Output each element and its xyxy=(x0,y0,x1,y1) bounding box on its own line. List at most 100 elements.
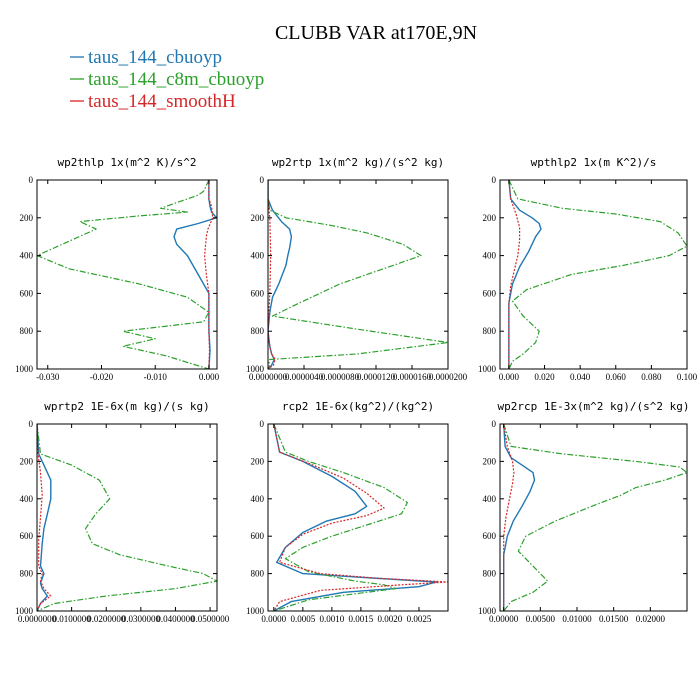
legend-label-cbuoyp: taus_144_cbuoyp xyxy=(88,47,222,68)
y-tick-label: 0 xyxy=(492,175,497,185)
x-tick-label: 0.0000080 xyxy=(321,372,360,382)
series-line-smoothh xyxy=(273,424,448,611)
y-tick-label: 800 xyxy=(483,569,497,579)
panel-title: wpthlp2 1x(m K^2)/s xyxy=(531,156,657,169)
y-tick-label: 600 xyxy=(251,288,265,298)
y-tick-label: 600 xyxy=(483,288,497,298)
y-tick-label: 1000 xyxy=(246,606,265,616)
x-tick-label: 0.060 xyxy=(606,372,627,382)
legend-label-c8m-cbuoyp: taus_144_c8m_cbuoyp xyxy=(88,69,264,90)
y-tick-label: 200 xyxy=(20,213,34,223)
series-line-c8m-cbuoyp xyxy=(273,424,408,611)
legend-label-smoothh: taus_144_smoothH xyxy=(88,91,236,112)
series-line-cbuoyp xyxy=(37,424,52,611)
x-tick-label: 0.00000 xyxy=(489,614,519,624)
series-line-cbuoyp xyxy=(173,180,217,369)
series-line-c8m-cbuoyp xyxy=(268,180,448,369)
x-tick-label: 0.100 xyxy=(677,372,698,382)
y-tick-label: 200 xyxy=(20,456,34,466)
axes-frame xyxy=(499,179,688,370)
y-tick-label: 200 xyxy=(483,213,497,223)
series-line-smoothh xyxy=(508,180,521,369)
y-tick-label: 400 xyxy=(20,251,34,261)
panel-3: wpthlp2 1x(m K^2)/s 0 200 400 600 800 10000.00… xyxy=(478,156,698,382)
figure-title: CLUBB VAR at170E,9N xyxy=(275,22,477,44)
x-tick-label: -0.020 xyxy=(90,372,114,382)
y-tick-label: 1000 xyxy=(15,364,34,374)
series-line-c8m-cbuoyp xyxy=(508,180,687,369)
series-line-smoothh xyxy=(204,180,214,369)
y-tick-label: 1000 xyxy=(478,364,497,374)
y-tick-label: 0 xyxy=(492,419,497,429)
x-tick-label: 0.0200000 xyxy=(87,614,126,624)
y-tick-label: 1000 xyxy=(15,606,34,616)
series-line-c8m-cbuoyp xyxy=(37,180,210,369)
y-tick-label: 600 xyxy=(20,531,34,541)
y-tick-label: 1000 xyxy=(478,606,497,616)
y-tick-label: 800 xyxy=(251,326,265,336)
axes-frame xyxy=(267,179,449,370)
series-line-cbuoyp xyxy=(268,180,293,369)
legend-entry-cbuoyp: taus_144_cbuoyp xyxy=(70,47,222,68)
series-group xyxy=(37,424,217,611)
series-line-c8m-cbuoyp xyxy=(37,424,217,611)
x-tick-label: -0.030 xyxy=(36,372,60,382)
series-line-c8m-cbuoyp xyxy=(503,424,687,611)
y-tick-label: 0 xyxy=(260,175,265,185)
panel-2: wp2rtp 1x(m^2 kg)/(s^2 kg) 0 200 400 600 800 1… xyxy=(246,156,468,382)
x-tick-label: 0.0100000 xyxy=(52,614,91,624)
y-tick-label: 1000 xyxy=(246,364,265,374)
panel-title: rcp2 1E-6x(kg^2)/(kg^2) xyxy=(282,400,434,413)
series-group xyxy=(37,180,217,369)
panel-5: rcp2 1E-6x(kg^2)/(kg^2) 0 200 400 600 800 1000… xyxy=(246,400,449,624)
x-tick-label: 0.0015 xyxy=(349,614,374,624)
y-tick-label: 800 xyxy=(251,569,265,579)
axes-frame xyxy=(36,423,218,612)
x-tick-label: 0.0000 xyxy=(261,614,286,624)
x-tick-label: 0.0000000 xyxy=(18,614,57,624)
series-line-cbuoyp xyxy=(508,180,542,369)
x-tick-label: 0.0000000 xyxy=(249,372,288,382)
x-tick-label: 0.01500 xyxy=(599,614,629,624)
series-line-smoothh xyxy=(268,180,276,369)
legend-entry-smoothh: taus_144_smoothH xyxy=(70,91,236,112)
y-tick-label: 800 xyxy=(20,326,34,336)
legend-entry-c8m-cbuoyp: taus_144_c8m_cbuoyp xyxy=(70,69,264,90)
panel-title: wp2rcp 1E-3x(m^2 kg)/(s^2 kg) xyxy=(497,400,689,413)
x-tick-label: 0.0300000 xyxy=(122,614,161,624)
x-tick-label: 0.00500 xyxy=(526,614,556,624)
y-tick-label: 800 xyxy=(483,326,497,336)
x-tick-label: 0.020 xyxy=(534,372,555,382)
y-tick-label: 200 xyxy=(251,456,265,466)
y-tick-label: 400 xyxy=(483,494,497,504)
axes-frame xyxy=(499,423,688,612)
panel-title: wprtp2 1E-6x(m kg)/(s kg) xyxy=(44,400,210,413)
axes-frame xyxy=(36,179,218,370)
x-tick-label: 0.0000040 xyxy=(285,372,324,382)
x-tick-label: 0.000 xyxy=(199,372,220,382)
y-tick-label: 600 xyxy=(20,288,34,298)
series-group xyxy=(273,424,448,611)
series-group xyxy=(503,424,687,611)
y-tick-label: 0 xyxy=(29,175,34,185)
x-tick-label: 0.0005 xyxy=(290,614,315,624)
x-tick-label: 0.0500000 xyxy=(191,614,230,624)
x-tick-label: 0.01000 xyxy=(562,614,592,624)
x-tick-label: 0.080 xyxy=(641,372,662,382)
y-tick-label: 800 xyxy=(20,569,34,579)
x-tick-label: 0.0000200 xyxy=(429,372,468,382)
x-tick-label: 0.0000160 xyxy=(393,372,432,382)
y-tick-label: 600 xyxy=(483,531,497,541)
x-tick-label: 0.0025 xyxy=(407,614,432,624)
legend: taus_144_cbuoyp taus_144_c8m_cbuoyp taus… xyxy=(70,47,264,112)
x-tick-label: 0.0010 xyxy=(319,614,344,624)
series-line-cbuoyp xyxy=(273,424,438,611)
panel-4: wprtp2 1E-6x(m kg)/(s kg) 0 200 400 600 800 10… xyxy=(15,400,230,624)
series-group xyxy=(508,180,687,369)
series-line-smoothh xyxy=(503,424,515,611)
x-tick-label: 0.0000120 xyxy=(357,372,396,382)
panel-title: wp2thlp 1x(m^2 K)/s^2 xyxy=(57,156,196,169)
panel-1: wp2thlp 1x(m^2 K)/s^202004006008001000-0… xyxy=(15,156,220,382)
series-line-smoothh xyxy=(37,424,52,611)
